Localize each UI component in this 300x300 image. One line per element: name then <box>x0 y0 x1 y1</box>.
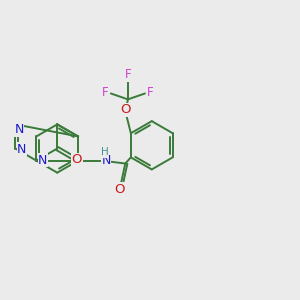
Text: O: O <box>72 153 82 167</box>
Text: F: F <box>147 86 154 99</box>
Text: H: H <box>101 147 109 158</box>
Text: N: N <box>38 154 47 166</box>
Text: F: F <box>125 68 131 81</box>
Text: F: F <box>102 86 109 99</box>
Text: N: N <box>14 123 24 136</box>
Text: O: O <box>114 183 124 196</box>
Text: N: N <box>101 154 111 167</box>
Text: O: O <box>121 103 131 116</box>
Text: N: N <box>17 142 27 156</box>
